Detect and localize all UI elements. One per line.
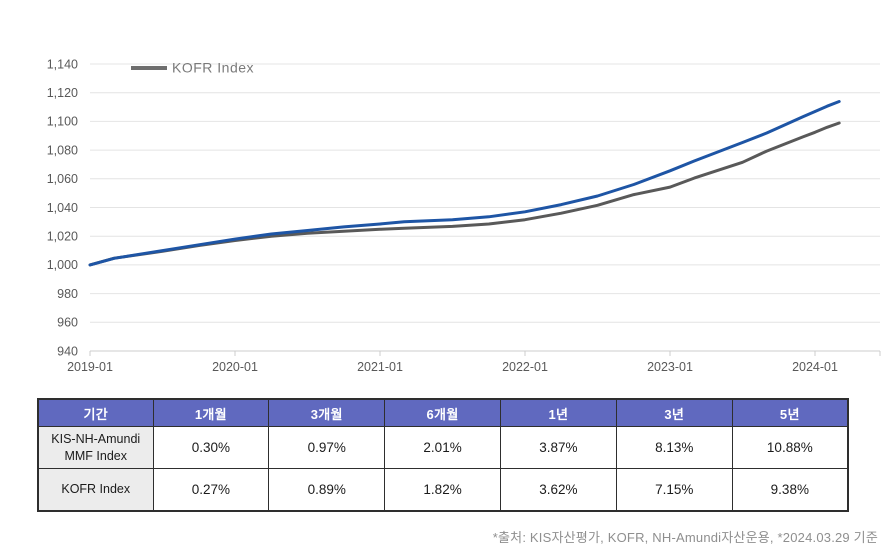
mmf-5year-value: 10.88% (731, 426, 849, 469)
x-axis-tick-label: 2020-01 (212, 360, 258, 374)
y-axis-tick-label: 1,100 (47, 115, 78, 129)
kofr-3month-value: 0.89% (268, 468, 386, 512)
mmf-1year-value: 3.87% (499, 426, 617, 469)
col-header-5year: 5년 (731, 398, 849, 427)
performance-line-chart: 940 960 980 1,000 1,020 1,040 1,060 1,080 1,100 1… (47, 57, 881, 374)
mmf-1month-value: 0.30% (152, 426, 270, 469)
kofr-1month-value: 0.27% (152, 468, 270, 512)
y-axis-tick-label: 1,000 (47, 258, 78, 272)
y-axis-tick-label: 960 (57, 316, 78, 330)
table-header-row: 기간 1개월 3개월 6개월 1년 3년 5년 (37, 398, 849, 427)
y-axis-tick-label: 1,120 (47, 86, 78, 100)
mmf-3year-value: 8.13% (615, 426, 733, 469)
mmf-index-line (88, 100, 841, 267)
mmf-6month-value: 2.01% (384, 426, 501, 469)
source-footnote: *출처: KIS자산평가, KOFR, NH-Amundi자산운용, *2024… (492, 530, 878, 545)
line-chart-canvas: 940 960 980 1,000 1,020 1,040 1,060 1,080 1,100 1… (47, 57, 881, 374)
y-axis-tick-label: 1,020 (47, 230, 78, 244)
x-axis-tick-label: 2024-01 (792, 360, 838, 374)
col-header-3month: 3개월 (268, 398, 386, 427)
kofr-6month-value: 1.82% (384, 468, 501, 512)
col-header-1year: 1년 (499, 398, 617, 427)
col-header-1month: 1개월 (152, 398, 270, 427)
y-axis-tick-label: 1,060 (47, 172, 78, 186)
row-label-kofr-index: KOFR Index (37, 468, 154, 512)
col-header-3year: 3년 (615, 398, 733, 427)
y-axis-tick-label: 940 (57, 344, 78, 358)
returns-table: 기간 1개월 3개월 6개월 1년 3년 5년 KIS-NH-Amundi MM… (37, 398, 849, 512)
y-axis-tick-label: 1,040 (47, 201, 78, 215)
col-header-6month: 6개월 (384, 398, 501, 427)
row-label-mmf-index: KIS-NH-Amundi MMF Index (37, 426, 154, 469)
x-axis-tick-label: 2019-01 (67, 360, 113, 374)
kofr-1year-value: 3.62% (499, 468, 617, 512)
x-axis-tick-label: 2023-01 (647, 360, 693, 374)
kofr-3year-value: 7.15% (615, 468, 733, 512)
x-axis-tick-label: 2022-01 (502, 360, 548, 374)
x-axis-tick-label: 2021-01 (357, 360, 403, 374)
col-header-period: 기간 (37, 398, 154, 427)
table-row-kofr-index: KOFR Index 0.27% 0.89% 1.82% 3.62% 7.15%… (37, 468, 849, 512)
kofr-5year-value: 9.38% (731, 468, 849, 512)
y-axis-tick-label: 980 (57, 287, 78, 301)
y-axis-tick-label: 1,080 (47, 143, 78, 157)
table-row-mmf-index: KIS-NH-Amundi MMF Index 0.30% 0.97% 2.01… (37, 426, 849, 469)
legend-kofr-label: KOFR Index (172, 60, 254, 76)
mmf-3month-value: 0.97% (268, 426, 386, 469)
y-axis-tick-label: 1,140 (47, 57, 78, 71)
